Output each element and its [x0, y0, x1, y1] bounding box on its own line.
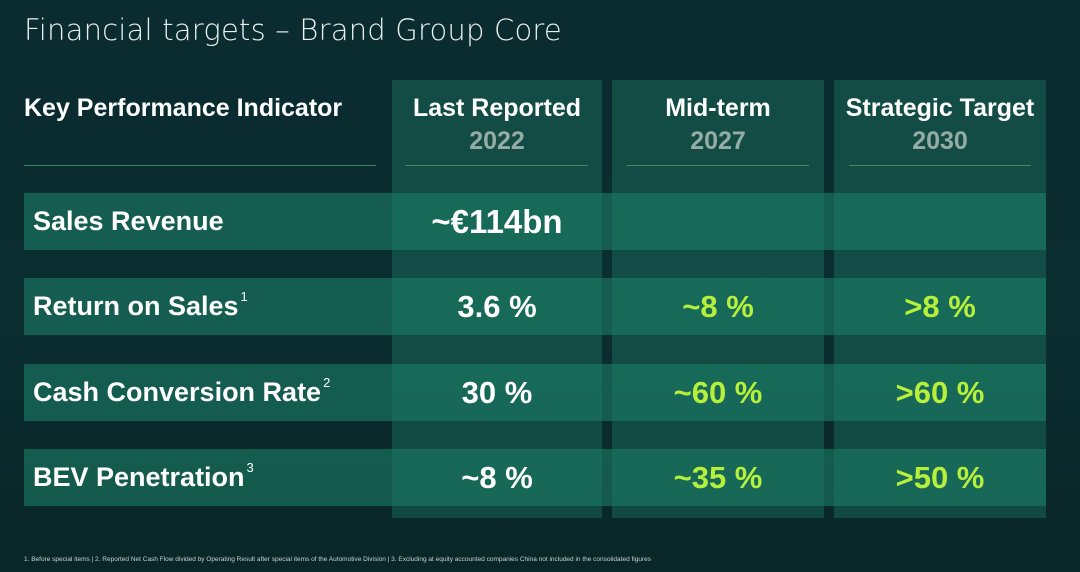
column-header-year: 2030 [912, 127, 968, 155]
row-label-cash-conversion-rate: Cash Conversion Rate 2 [33, 364, 330, 421]
row-label-text: BEV Penetration [33, 462, 245, 492]
cell-mid-term: ~8 % [682, 289, 754, 324]
kpi-column-header: Key Performance Indicator [24, 94, 343, 122]
column-header-mid-term: Mid-term 2027 [612, 92, 824, 158]
cell-last-reported: 30 % [461, 375, 533, 410]
column-header-strategic-target: Strategic Target 2030 [834, 92, 1046, 158]
row-label-text: Cash Conversion Rate [33, 377, 322, 407]
row-label-sales-revenue: Sales Revenue [33, 193, 224, 250]
column-header-last-reported: Last Reported 2022 [392, 92, 602, 158]
cell-last-reported: 3.6 % [457, 289, 537, 324]
column-header-label: Last Reported [412, 94, 582, 122]
header-divider [849, 165, 1031, 166]
header-divider [24, 165, 376, 166]
table-row [24, 193, 1046, 250]
slide-title: Financial targets – Brand Group Core [24, 13, 562, 47]
cell-strategic-target: >50 % [895, 460, 985, 495]
row-label-text: Sales Revenue [33, 206, 224, 236]
row-label-text: Return on Sales [33, 291, 239, 321]
row-label-bev-penetration: BEV Penetration 3 [33, 449, 254, 506]
column-header-label: Strategic Target [845, 94, 1035, 122]
column-header-label: Mid-term [665, 94, 771, 122]
cell-mid-term: ~35 % [673, 460, 763, 495]
header-divider [405, 165, 588, 166]
footnote-marker: 2 [323, 375, 331, 390]
cell-strategic-target: >8 % [904, 289, 976, 324]
footnote-marker: 3 [246, 460, 254, 475]
table-row [24, 278, 1046, 335]
row-label-return-on-sales: Return on Sales 1 [33, 278, 248, 335]
header-divider [627, 165, 809, 166]
cell-last-reported: ~€114bn [431, 203, 563, 240]
cell-mid-term: ~60 % [673, 375, 763, 410]
column-header-year: 2027 [690, 127, 746, 155]
table-row [24, 449, 1046, 506]
footnote-text: 1. Before special items | 2. Reported Ne… [24, 556, 651, 563]
cell-strategic-target: >60 % [895, 375, 985, 410]
cell-last-reported: ~8 % [461, 460, 533, 495]
column-header-year: 2022 [469, 127, 525, 155]
footnote-marker: 1 [240, 289, 248, 304]
table-row [24, 364, 1046, 421]
